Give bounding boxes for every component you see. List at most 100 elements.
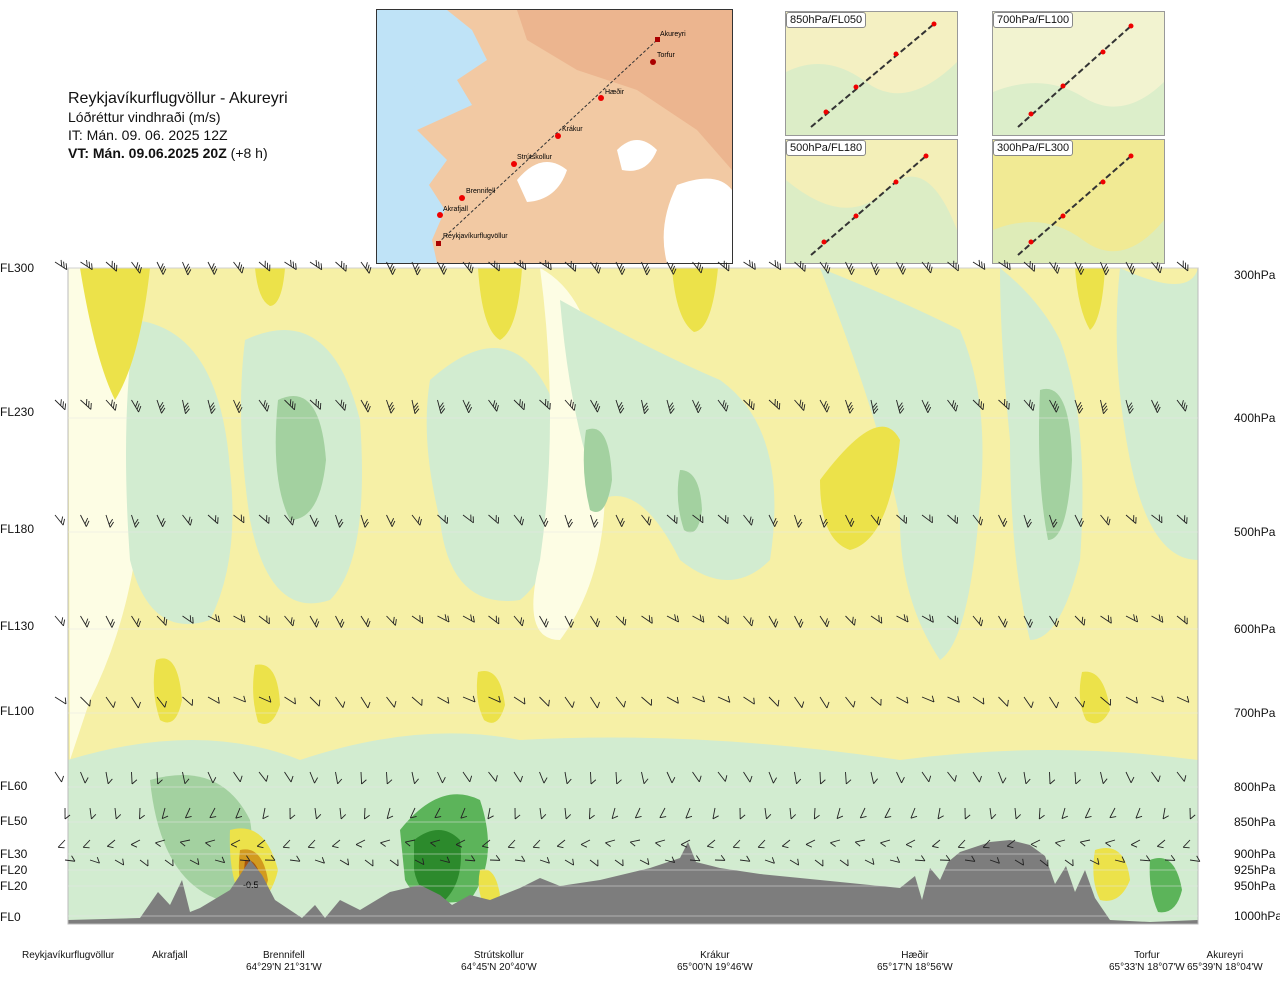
- wind-barb: [814, 859, 824, 867]
- p-label-1000: 1000hPa: [1234, 909, 1280, 923]
- wind-barb: [641, 514, 652, 526]
- wind-barb: [641, 696, 653, 706]
- wind-barb: [789, 858, 800, 866]
- wind-barb: [164, 859, 174, 867]
- level-map-850-label: 850hPa/FL050: [786, 12, 867, 28]
- wind-barb: [932, 839, 941, 849]
- wind-barb: [386, 615, 397, 626]
- wind-barb: [488, 514, 500, 524]
- wind-barb: [692, 695, 705, 703]
- wind-barb: [1100, 514, 1111, 526]
- wind-barb: [564, 260, 577, 272]
- waypoint-name: Strútskollur: [473, 950, 524, 961]
- wind-barb: [114, 858, 125, 866]
- contour-label: -0.5: [243, 880, 259, 890]
- wind-barbs: [54, 259, 1201, 867]
- wind-barb: [1039, 859, 1049, 867]
- wind-barb: [921, 399, 932, 413]
- route-title: Reykjavíkurflugvöllur - Akureyri: [68, 90, 288, 107]
- wind-barb: [1100, 261, 1110, 276]
- wind-barb: [1023, 514, 1032, 528]
- wind-barb: [532, 839, 541, 849]
- waypoint-coord: 64°29'N 21°31'W: [246, 962, 322, 973]
- waypoint-name: Akureyri: [1206, 950, 1244, 961]
- wind-barb: [1182, 839, 1191, 849]
- p-label-500: 500hPa: [1234, 525, 1276, 539]
- map-label-torfur: Torfur: [657, 52, 676, 59]
- wind-barb: [105, 696, 116, 708]
- wind-barb: [481, 839, 491, 849]
- wind-barb: [717, 399, 729, 412]
- wind-barb: [488, 399, 499, 412]
- wind-barb: [884, 807, 892, 819]
- wind-barb: [692, 514, 704, 524]
- wind-barb: [639, 858, 650, 865]
- wind-barb: [564, 615, 574, 628]
- wind-barb: [205, 839, 216, 847]
- wind-barb: [106, 839, 116, 849]
- wind-barb: [54, 514, 65, 526]
- wind-barb: [207, 696, 220, 704]
- wind-barb: [615, 771, 622, 785]
- wind-barb: [355, 839, 366, 848]
- waypoint-reykjavik: Reykjavíkurflugvöllur: [22, 950, 114, 962]
- wind-barb: [666, 261, 677, 275]
- wind-barb: [615, 696, 626, 708]
- wind-barb: [460, 807, 468, 819]
- wind-barb: [258, 695, 272, 703]
- map-marker-krakur: [555, 133, 561, 139]
- wind-barb: [732, 839, 741, 849]
- wind-barb: [870, 696, 882, 706]
- level-map-500: 500hPa/FL180: [785, 139, 958, 264]
- wind-barb: [1176, 615, 1188, 625]
- wind-barb: [1109, 807, 1117, 819]
- fl-label-60: FL60: [0, 779, 28, 793]
- wind-barb: [513, 259, 527, 270]
- wind-barb: [235, 807, 243, 819]
- negative-region: [1149, 858, 1182, 913]
- wind-barb: [845, 399, 854, 414]
- wind-barb: [386, 514, 396, 527]
- wind-barb: [80, 259, 93, 271]
- wind-barb: [360, 514, 369, 528]
- wind-barb: [335, 260, 347, 272]
- wind-barb: [1084, 807, 1092, 819]
- wind-barb: [947, 514, 959, 524]
- wind-barb: [184, 807, 192, 819]
- wind-barb: [1064, 859, 1074, 867]
- wind-barb: [233, 514, 245, 524]
- wind-barb: [947, 399, 958, 412]
- wind-barb: [309, 259, 323, 271]
- wind-barb: [768, 615, 779, 628]
- level-map-700: 700hPa/FL100: [992, 11, 1165, 136]
- waypoint-coord: 65°33'N 18°07'W: [1109, 962, 1185, 973]
- negative-region: [414, 830, 461, 900]
- wind-barb: [258, 399, 270, 412]
- wind-barb: [411, 696, 423, 706]
- wind-barb: [998, 615, 1008, 628]
- wind-barb: [434, 807, 442, 819]
- wind-barb: [1023, 771, 1031, 785]
- wind-barb: [462, 261, 474, 274]
- wind-barb: [921, 771, 932, 783]
- wind-barb: [972, 696, 985, 705]
- wind-barb: [462, 771, 473, 783]
- wind-barb: [430, 839, 441, 847]
- wind-barb: [233, 614, 246, 623]
- wind-barb: [666, 514, 678, 524]
- map-label-haedir: Hæðir: [605, 88, 625, 96]
- wind-barb: [641, 615, 653, 624]
- wind-barb: [1023, 260, 1036, 272]
- level-map-700-label: 700hPa/FL100: [993, 12, 1074, 28]
- wind-barb: [437, 261, 447, 275]
- wind-barb: [1100, 399, 1108, 414]
- wind-barb: [564, 771, 572, 785]
- wind-barb: [214, 856, 226, 864]
- wind-barb: [539, 696, 550, 707]
- wind-barb: [1176, 771, 1187, 782]
- wind-barb: [714, 854, 726, 861]
- wind-barb: [845, 514, 855, 527]
- wind-barb: [207, 261, 218, 275]
- wind-barb: [854, 839, 866, 847]
- map-label-strutskollur: Strútskollur: [517, 154, 553, 161]
